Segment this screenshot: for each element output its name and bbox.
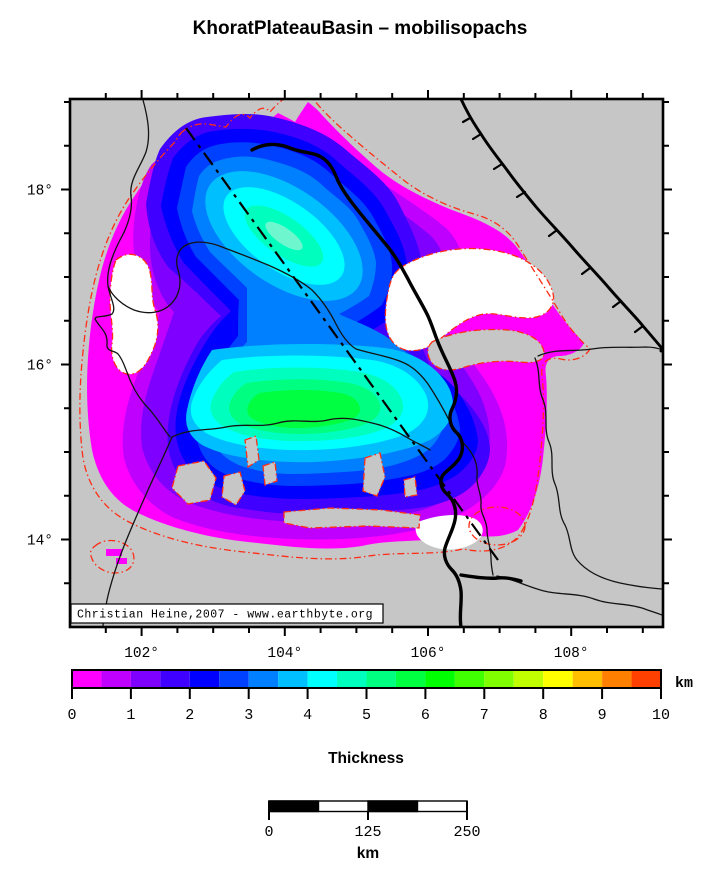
nw-depocenter-core [265, 221, 303, 251]
colorbar-cell [513, 670, 544, 688]
magenta-remnant [106, 549, 122, 556]
scalebar-black-segment [268, 800, 320, 813]
colorbar-cell [366, 670, 396, 688]
colorbar-cell [572, 670, 603, 688]
lon-label-106: 106° [411, 646, 446, 662]
scalebar-ticks [268, 801, 468, 820]
colorbar-cell [307, 670, 338, 688]
coastline-barb [547, 228, 559, 238]
colorbar-title: Thickness [328, 750, 404, 767]
zero-window-west [109, 253, 159, 375]
colorbar-tick-label: 9 [598, 707, 607, 724]
coastline-barb [515, 190, 527, 199]
colorbar-unit: km [675, 675, 693, 692]
colorbar-tick-label: 0 [67, 707, 76, 724]
gray-island [171, 460, 217, 505]
gray-island [262, 461, 278, 486]
basin-outline-loop-se [468, 506, 526, 546]
lon-label-102: 102° [124, 646, 159, 662]
colorbar-tick-label: 3 [244, 707, 253, 724]
gray-strip-south [283, 507, 421, 529]
country-border-east [534, 357, 663, 590]
colorbar-cell [248, 670, 279, 688]
zero-window-east [384, 247, 555, 352]
coastline-barb [492, 162, 504, 171]
lat-label-14: 14° [27, 533, 53, 549]
gray-island [362, 452, 386, 497]
gray-tongue-east [427, 328, 545, 371]
axis-minor-ticks [64, 93, 669, 633]
colorbar-cell [602, 670, 632, 688]
gray-island [244, 435, 260, 469]
lon-label-108: 108° [554, 646, 589, 662]
country-border-west [94, 99, 171, 438]
cross-section-line [185, 127, 499, 561]
country-border-inner-loop [107, 241, 494, 576]
colorbar-tick-label: 10 [652, 707, 670, 724]
colorbar-cell [484, 670, 514, 688]
colorbar-cell [189, 670, 220, 688]
colorbar-tick-label: 8 [539, 707, 548, 724]
colorbar-cell [278, 670, 308, 688]
attribution-text: Christian Heine,2007 - www.earthbyte.org [77, 609, 373, 622]
colorbar-cell [160, 670, 190, 688]
scalebar-unit: km [357, 845, 379, 862]
south-depocenter-core [247, 390, 361, 428]
colorbar-cell [543, 670, 573, 688]
colorbar: 0 1 2 3 4 5 6 7 8 9 10 km Thickness [67, 669, 693, 767]
lon-label-104: 104° [267, 646, 302, 662]
country-border-southeast [496, 575, 663, 616]
colorbar-tick-label: 7 [480, 707, 489, 724]
coastline-barb [471, 132, 483, 141]
lat-label-16: 16° [27, 358, 53, 374]
colorbar-tick-label: 5 [362, 707, 371, 724]
scalebar-black-segment [367, 800, 419, 813]
mekong-branch [459, 573, 523, 583]
colorbar-tick-label: 1 [126, 707, 135, 724]
colorbar-cell [130, 670, 161, 688]
coastline-barb [461, 116, 472, 124]
scalebar-tick-label: 250 [453, 824, 480, 841]
gray-island [403, 476, 418, 498]
coastline-barb [633, 324, 645, 334]
scalebar-tick-label: 0 [264, 824, 273, 841]
colorbar-cell [337, 670, 367, 688]
colorbar-cell [454, 670, 485, 688]
map-frame [68, 97, 665, 629]
basin-outline-loop-sw [89, 539, 135, 574]
figure-title: KhoratPlateauBasin – mobilisopachs [193, 18, 528, 39]
axis-major-ticks [61, 90, 672, 636]
coastline [459, 99, 663, 353]
colorbar-cell [425, 670, 455, 688]
colorbar-tick-label: 6 [421, 707, 430, 724]
gray-island [221, 471, 246, 506]
colorbar-cell [395, 670, 426, 688]
colorbar-ticks [71, 688, 662, 699]
river-through-basin [171, 417, 431, 451]
coastline-barb [611, 299, 623, 309]
map-canvas: Christian Heine,2007 - www.earthbyte.org… [27, 90, 672, 662]
coastline-barb [580, 266, 592, 276]
basin-outline [79, 99, 591, 560]
colorbar-tick-label: 2 [185, 707, 194, 724]
colorbar-cell [631, 670, 661, 688]
country-border-northeast [537, 346, 663, 357]
colorbar-tick-label: 4 [303, 707, 312, 724]
zero-window-south [415, 514, 483, 550]
colorbar-cell [101, 670, 131, 688]
distance-scalebar: 0 125 250 km [264, 800, 481, 862]
mekong-river [250, 142, 465, 627]
scalebar-tick-label: 125 [354, 824, 381, 841]
colorbar-cell [72, 670, 102, 688]
lat-label-18: 18° [27, 183, 53, 199]
magenta-remnant [116, 558, 127, 564]
colorbar-cell [219, 670, 249, 688]
